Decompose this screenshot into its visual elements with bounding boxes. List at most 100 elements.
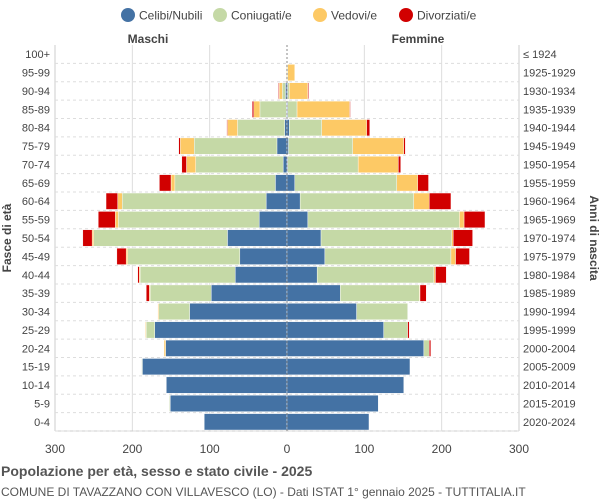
female-bar-3 [463, 211, 486, 229]
female-bar-2 [433, 266, 436, 284]
male-bar-2 [186, 156, 196, 173]
male-bar-3 [278, 82, 280, 100]
male-bar-2 [253, 100, 261, 118]
female-bar-1 [307, 211, 460, 229]
female-bar-1 [287, 100, 298, 118]
male-bar-2 [279, 82, 283, 100]
birth-years-label: 1935-1939 [523, 104, 576, 116]
age-group-label: 20-24 [22, 343, 50, 355]
male-bar-1 [158, 303, 190, 320]
birth-years-label: 1945-1949 [523, 141, 576, 153]
legend-label: Divorziati/e [417, 9, 477, 23]
female-bar-2 [451, 229, 454, 247]
female-bar-0 [286, 192, 301, 210]
birth-years-label: ≤ 1924 [523, 49, 557, 61]
female-bar-2 [413, 192, 430, 210]
age-group-label: 95-99 [22, 68, 50, 80]
age-group-label: 45-49 [22, 251, 50, 263]
males-label: Maschi [128, 32, 169, 46]
female-bar-0 [286, 376, 404, 394]
male-bar-0 [170, 395, 288, 412]
male-bar-3 [98, 211, 116, 229]
chart-svg: Celibi/Nubili Coniugati/e Vedovi/e Divorzia… [0, 8, 600, 456]
female-bar-2 [287, 64, 295, 81]
age-group-label: 90-94 [22, 86, 50, 98]
birth-years-label: 1990-1994 [523, 307, 576, 319]
male-bar-2 [227, 119, 238, 137]
female-bar-2 [296, 100, 350, 118]
male-bar-1 [174, 174, 276, 192]
male-bar-3 [116, 247, 127, 265]
age-group-label: 85-89 [22, 104, 50, 116]
legend-marker [399, 8, 413, 22]
male-bar-2 [91, 229, 94, 247]
female-bar-0 [286, 358, 411, 376]
male-bar-0 [211, 284, 288, 302]
age-group-label: 5-9 [34, 398, 50, 410]
legend-marker [121, 8, 135, 22]
female-bar-0 [286, 211, 309, 229]
x-tick-label: 100 [200, 442, 220, 456]
birth-years-label: 1980-1984 [523, 270, 576, 282]
female-bar-0 [286, 266, 318, 284]
male-bar-3 [178, 137, 181, 155]
x-tick-label: 200 [432, 442, 452, 456]
female-bar-2 [357, 156, 399, 173]
female-bar-3 [429, 192, 452, 210]
legend-marker [313, 8, 327, 22]
female-bar-1 [289, 119, 323, 137]
female-bar-0 [286, 413, 370, 431]
male-bar-0 [265, 192, 288, 210]
male-bar-3 [226, 119, 228, 137]
chart-subtitle: COMUNE DI TAVAZZANO CON VILLAVESCO (LO) … [1, 485, 526, 499]
female-bar-1 [383, 321, 408, 339]
female-bar-1 [294, 174, 398, 192]
female-bar-1 [287, 82, 290, 100]
x-tick-label: 100 [354, 442, 374, 456]
male-bar-0 [204, 413, 288, 431]
birth-years-label: 1965-1969 [523, 215, 576, 227]
male-bar-0 [282, 156, 288, 173]
age-group-label: 100+ [25, 49, 50, 61]
male-bar-0 [234, 266, 288, 284]
age-group-label: 80-84 [22, 123, 50, 135]
male-bar-1 [146, 321, 155, 339]
legend-label: Coniugati/e [231, 9, 292, 23]
male-bar-1 [118, 211, 260, 229]
male-bar-0 [166, 376, 288, 394]
y-axis-left-title: Fasce di età [0, 203, 14, 272]
birth-years-label: 1970-1974 [523, 233, 576, 245]
male-bar-2 [145, 321, 147, 339]
female-bar-0 [286, 229, 322, 247]
female-bar-0 [286, 247, 326, 265]
age-group-label: 40-44 [22, 270, 50, 282]
male-bar-2 [170, 174, 176, 192]
male-bar-1 [122, 192, 267, 210]
female-bar-1 [356, 303, 408, 320]
birth-years-label: 1950-1954 [523, 159, 576, 171]
female-bar-0 [286, 321, 384, 339]
female-bar-3 [349, 100, 351, 118]
birth-years-label: 2015-2019 [523, 398, 576, 410]
female-bar-3 [429, 339, 432, 357]
age-group-label: 0-4 [34, 417, 50, 429]
male-bar-3 [146, 284, 150, 302]
male-bar-2 [125, 247, 128, 265]
birth-years-label: 1995-1999 [523, 325, 576, 337]
age-group-label: 30-34 [22, 307, 50, 319]
female-bar-3 [419, 284, 427, 302]
male-bar-3 [159, 174, 172, 192]
x-tick-label: 300 [509, 442, 529, 456]
male-bar-1 [93, 229, 228, 247]
female-bar-2 [289, 82, 309, 100]
male-bar-1 [149, 284, 212, 302]
male-bar-0 [275, 174, 288, 192]
male-bar-2 [115, 211, 119, 229]
female-bar-2 [459, 211, 465, 229]
female-bar-0 [286, 303, 357, 320]
male-bar-3 [251, 100, 254, 118]
female-bar-3 [453, 229, 473, 247]
female-bar-1 [324, 247, 452, 265]
male-bar-1 [237, 119, 285, 137]
